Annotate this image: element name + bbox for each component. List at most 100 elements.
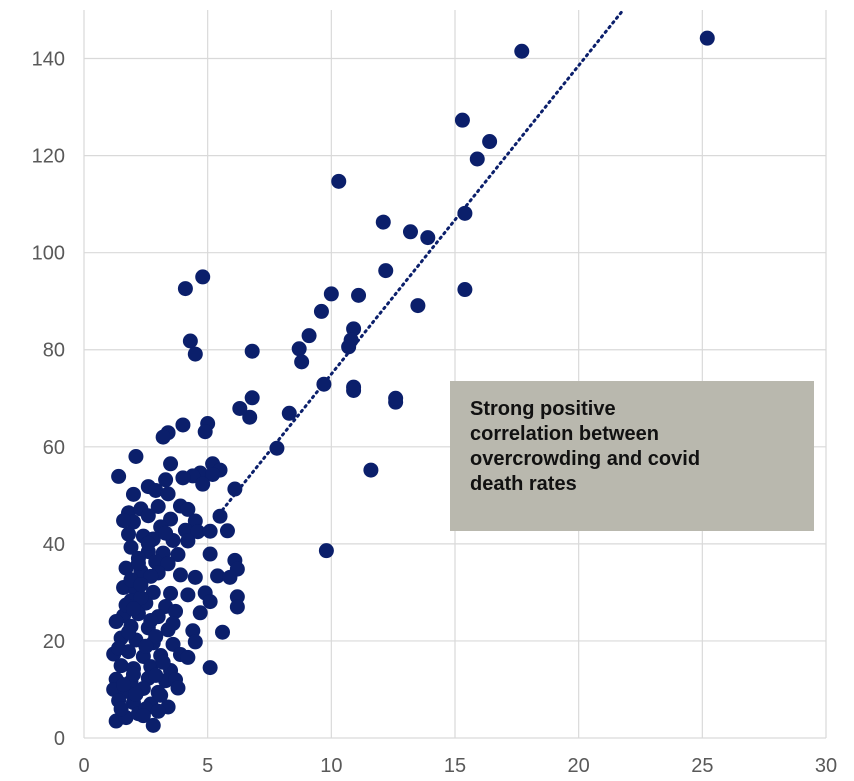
data-point — [165, 615, 181, 631]
data-point — [128, 686, 144, 702]
data-point — [113, 658, 129, 674]
data-point — [148, 667, 164, 683]
data-point — [150, 703, 166, 719]
x-tick-label: 15 — [444, 755, 466, 777]
data-point — [187, 346, 203, 362]
data-point — [197, 424, 213, 440]
data-point — [294, 354, 310, 370]
data-point — [410, 298, 426, 314]
data-point — [346, 383, 362, 399]
data-point — [113, 701, 129, 717]
x-tick-label: 5 — [202, 755, 213, 777]
data-point — [420, 230, 436, 246]
data-point — [163, 456, 179, 472]
data-point — [153, 687, 169, 703]
data-point — [454, 112, 470, 128]
data-point — [140, 535, 156, 551]
data-point — [148, 629, 164, 645]
data-point — [175, 470, 191, 486]
data-point — [123, 539, 139, 555]
y-tick-label: 20 — [43, 631, 65, 653]
y-tick-label: 40 — [43, 534, 65, 556]
data-point — [177, 281, 193, 297]
data-point — [482, 134, 498, 150]
data-point — [148, 554, 164, 570]
data-point — [145, 584, 161, 600]
data-point — [331, 173, 347, 189]
data-point — [190, 524, 206, 540]
data-point — [351, 287, 367, 303]
data-point — [143, 568, 159, 584]
data-point — [140, 508, 156, 524]
data-point — [150, 498, 166, 514]
annotation-box: Strong positive correlation between over… — [450, 381, 814, 531]
data-point — [313, 303, 329, 319]
data-point — [202, 523, 218, 539]
y-tick-label: 0 — [54, 728, 65, 750]
data-point — [180, 649, 196, 665]
y-tick-label: 100 — [32, 243, 65, 265]
data-point — [168, 603, 184, 619]
y-tick-label: 120 — [32, 146, 65, 168]
data-point — [269, 440, 285, 456]
x-tick-label: 30 — [815, 755, 837, 777]
data-point — [323, 286, 339, 302]
data-point — [195, 269, 211, 285]
data-point — [402, 224, 418, 240]
data-point — [202, 546, 218, 562]
data-point — [227, 481, 243, 497]
data-point — [170, 547, 186, 563]
y-axis: 0 20 40 60 80 100 120 140 — [32, 10, 85, 750]
data-point — [111, 468, 127, 484]
data-point — [118, 560, 134, 576]
data-point — [175, 417, 191, 433]
trendline-path — [221, 8, 625, 512]
data-point — [187, 634, 203, 650]
data-point — [378, 263, 394, 279]
data-point — [121, 526, 137, 542]
data-point — [215, 624, 231, 640]
data-point — [202, 594, 218, 610]
data-point — [158, 525, 174, 541]
data-point — [244, 343, 260, 359]
gridlines — [84, 10, 827, 738]
data-point — [281, 405, 297, 421]
x-tick-label: 0 — [78, 755, 89, 777]
data-point — [232, 400, 248, 416]
data-point — [229, 599, 245, 615]
x-tick-label: 20 — [568, 755, 590, 777]
data-point — [699, 30, 715, 46]
x-tick-label: 10 — [320, 755, 342, 777]
data-point — [192, 605, 208, 621]
x-axis: 0 5 10 15 20 25 30 — [78, 737, 837, 777]
data-point — [180, 501, 196, 517]
data-point — [316, 376, 332, 392]
data-point — [457, 205, 473, 221]
data-point — [242, 409, 258, 425]
data-point — [143, 613, 159, 629]
data-point — [363, 462, 379, 478]
data-point — [375, 214, 391, 230]
data-point — [222, 569, 238, 585]
data-point — [210, 568, 226, 584]
data-point — [185, 623, 201, 639]
data-point — [130, 555, 146, 571]
data-point — [116, 513, 132, 529]
data-point — [128, 449, 144, 465]
data-point — [514, 43, 530, 59]
data-point — [244, 390, 260, 406]
data-point — [125, 486, 141, 502]
data-point — [111, 640, 127, 656]
data-point — [158, 472, 174, 488]
data-point — [187, 569, 203, 585]
data-point — [121, 624, 137, 640]
x-tick-label: 25 — [691, 755, 713, 777]
data-point — [145, 717, 161, 733]
data-point — [212, 508, 228, 524]
data-point — [219, 523, 235, 539]
data-point — [108, 614, 124, 630]
data-point — [341, 339, 357, 355]
y-tick-label: 60 — [43, 437, 65, 459]
data-point — [160, 556, 176, 572]
